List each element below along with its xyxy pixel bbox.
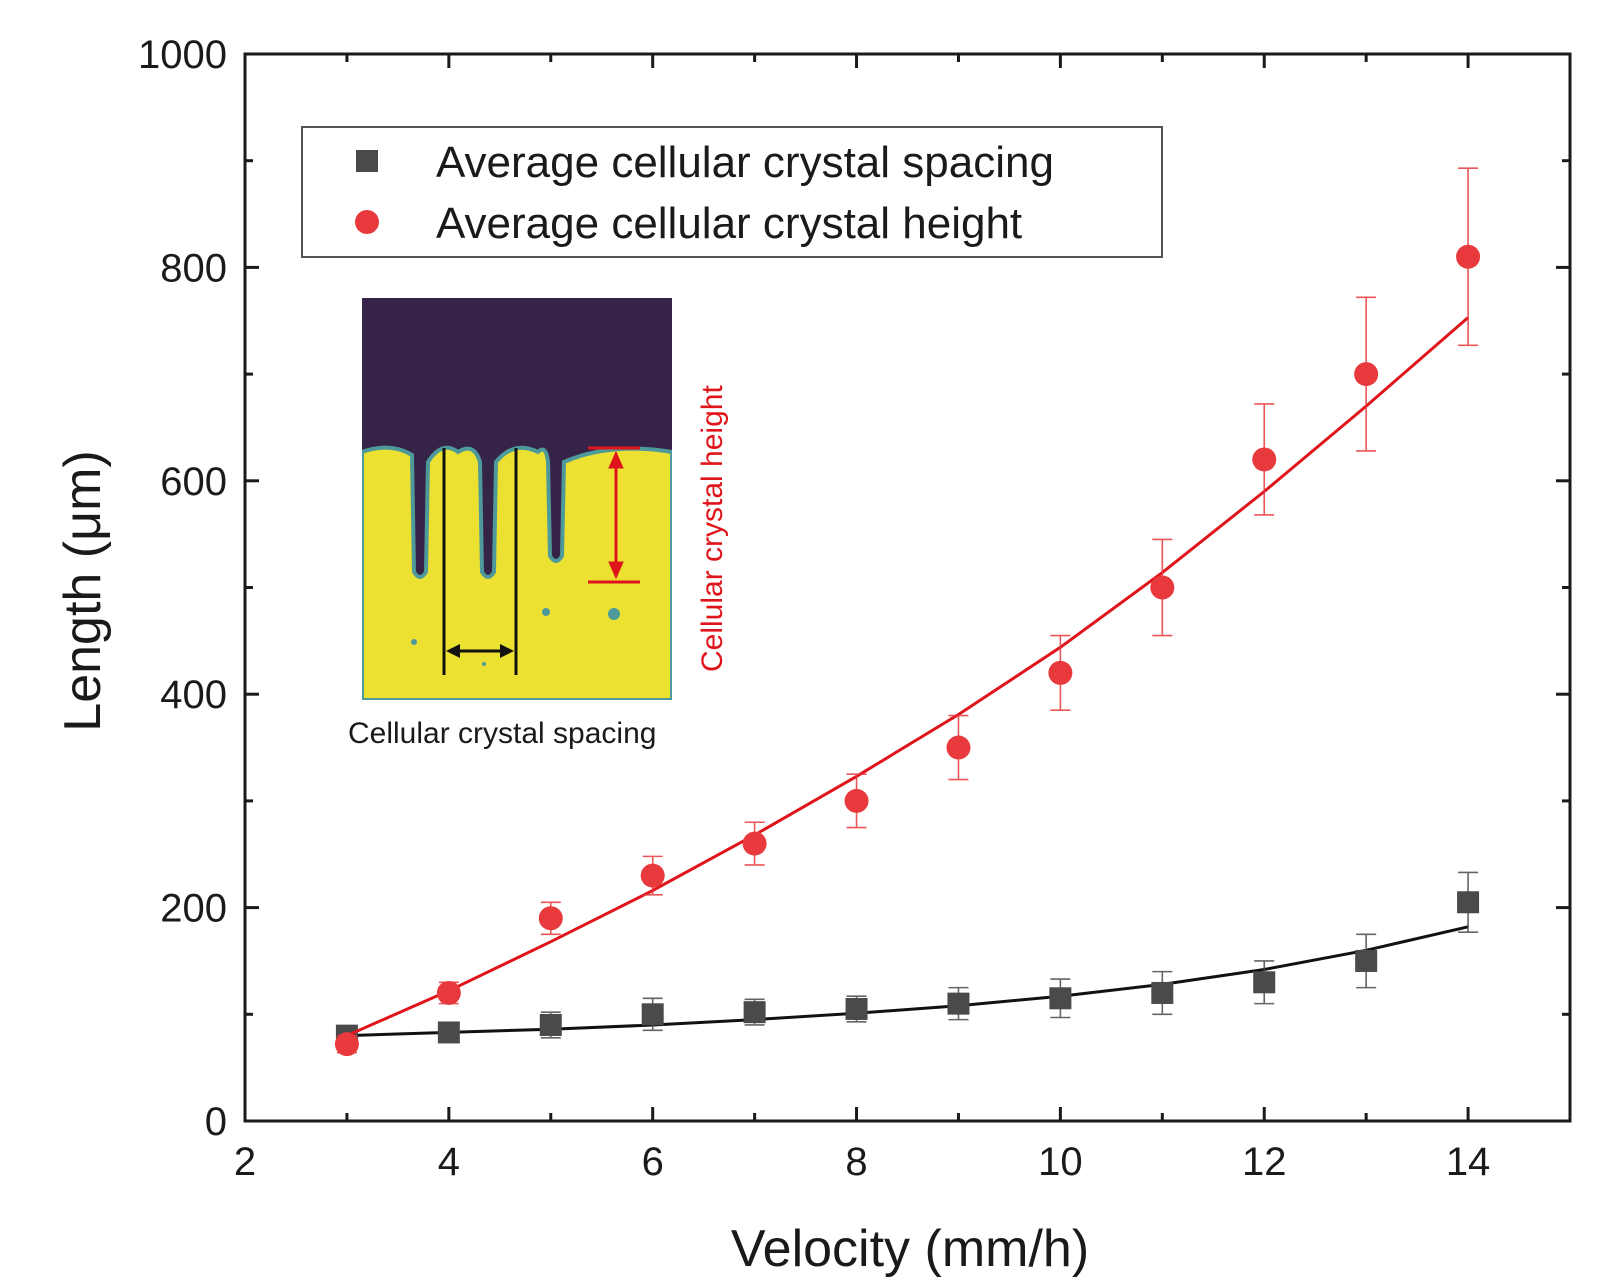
data-point <box>641 1003 664 1026</box>
y-tick-label: 800 <box>160 246 227 290</box>
data-point <box>1457 891 1480 914</box>
legend-marker-spacing <box>356 150 378 172</box>
legend-box <box>301 126 1163 258</box>
y-tick-label: 400 <box>160 673 227 717</box>
data-point <box>1456 244 1481 269</box>
data-point <box>437 1021 460 1044</box>
y-tick-label: 200 <box>160 887 227 931</box>
data-point <box>436 980 461 1005</box>
data-point <box>845 997 868 1020</box>
legend: Average cellular crystal spacing Average… <box>301 126 1163 258</box>
inset-caption: Cellular crystal spacing <box>348 717 656 750</box>
inset-droplet <box>482 662 486 666</box>
x-tick-label: 12 <box>1242 1140 1287 1184</box>
legend-label-spacing: Average cellular crystal spacing <box>436 138 1054 187</box>
y-tick-label: 600 <box>160 460 227 504</box>
data-point <box>1253 971 1276 994</box>
series-layer <box>334 167 1481 1057</box>
inset-side-label: Cellular crystal height <box>696 385 729 672</box>
data-point <box>640 863 665 888</box>
series-spacing <box>335 871 1480 1047</box>
fit-curve <box>346 316 1470 1037</box>
data-point <box>946 735 971 760</box>
inset-arrowhead-right <box>500 644 514 658</box>
data-point <box>1048 660 1073 685</box>
legend-label-height: Average cellular crystal height <box>436 199 1022 248</box>
data-point <box>1355 949 1378 972</box>
inset-droplet <box>542 608 550 616</box>
y-tick-label: 1000 <box>138 33 227 77</box>
data-point <box>539 1013 562 1036</box>
inset-image: Cellular crystal spacing Cellular crysta… <box>348 298 729 750</box>
data-point <box>742 831 767 856</box>
inset-arrowhead-left <box>446 644 460 658</box>
series-height <box>334 167 1481 1057</box>
data-point <box>844 788 869 813</box>
data-point <box>334 1032 359 1057</box>
x-tick-label: 6 <box>642 1140 664 1184</box>
x-tick-label: 4 <box>438 1140 460 1184</box>
data-point <box>947 992 970 1015</box>
x-axis-title: Velocity (mm/h) <box>731 1220 1089 1278</box>
x-tick-label: 14 <box>1446 1140 1491 1184</box>
inset-droplet <box>411 639 417 645</box>
x-tick-label: 8 <box>845 1140 867 1184</box>
plot-area: 2 4 6 8 10 12 14 0 200 400 600 800 1000 <box>138 33 1572 1184</box>
x-tick-label: 10 <box>1038 1140 1083 1184</box>
data-point <box>1252 447 1277 472</box>
data-point <box>743 1001 766 1024</box>
data-point <box>1354 362 1379 387</box>
fit-curve <box>346 925 1469 1038</box>
legend-marker-height <box>355 210 379 234</box>
data-point <box>1151 981 1174 1004</box>
y-tick-label: 0 <box>205 1100 227 1144</box>
y-axis-title: Length (μm) <box>54 450 112 731</box>
inset-droplet <box>608 608 620 620</box>
x-tick-label: 2 <box>234 1140 256 1184</box>
data-point <box>1049 987 1072 1010</box>
data-point <box>1150 575 1175 600</box>
inset-height-marker <box>588 446 640 584</box>
data-point <box>538 906 563 931</box>
